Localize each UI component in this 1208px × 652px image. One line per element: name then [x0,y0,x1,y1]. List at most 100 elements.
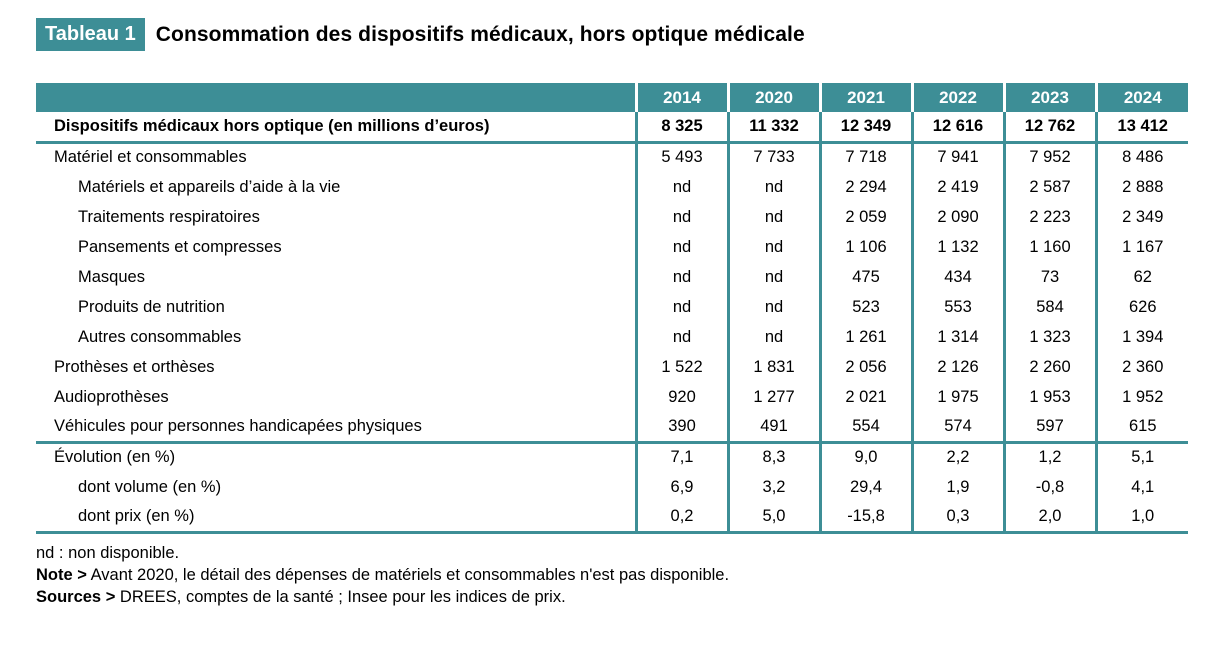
value-cell: 1 953 [1002,382,1096,412]
row-label: Prothèses et orthèses [54,357,215,376]
value-cell: nd [726,232,820,262]
row-label: Véhicules pour personnes handicapées phy… [36,412,636,444]
value-cell: 554 [818,412,912,444]
value-cell: 12 616 [910,112,1004,144]
value-cell: 574 [910,412,1004,444]
value-cell: 7 941 [910,142,1004,172]
value-cell: 7,1 [634,442,728,472]
table-row: Autres consommables nd nd 1 261 1 314 1 323 1 … [36,322,1188,352]
table-title: Consommation des dispositifs médicaux, h… [155,22,805,46]
value-cell: 7 733 [726,142,820,172]
value-cell: 29,4 [818,472,912,502]
value-cell: nd [726,292,820,322]
value-cell: 9,0 [818,442,912,472]
footnote: Sources > DREES, comptes de la santé ; I… [36,587,566,606]
year-column-header: 2020 [726,83,820,112]
value-cell: 2 260 [1002,352,1096,382]
value-cell: 2 021 [818,382,912,412]
footnotes: nd : non disponible. Note > Avant 2020, l… [36,542,1190,608]
value-cell: nd [634,232,728,262]
value-cell: 615 [1094,412,1188,444]
value-cell: 2,0 [1002,502,1096,534]
table-body: Dispositifs médicaux hors optique (en mi… [36,112,1188,534]
value-cell: 1 261 [818,322,912,352]
table-row: Traitements respiratoires nd nd 2 059 2 090 2… [36,202,1188,232]
row-label: dont prix (en %) [36,502,636,534]
value-cell: 62 [1094,262,1188,292]
value-cell: nd [726,322,820,352]
table-row: dont prix (en %) 0,2 5,0 -15,8 0,3 2,0 1,0 [36,502,1188,534]
value-cell: 1 952 [1094,382,1188,412]
value-cell: 3,2 [726,472,820,502]
year-header-row: 2014 2020 2021 2022 2023 2024 [36,83,1188,112]
value-cell: 6,9 [634,472,728,502]
value-cell: 523 [818,292,912,322]
footnote-prefix: Note > [36,565,87,584]
table-row: Audioprothèses 920 1 277 2 021 1 975 1 953 1 9… [36,382,1188,412]
table-row: Produits de nutrition nd nd 523 553 584 626 [36,292,1188,322]
value-cell: 434 [910,262,1004,292]
value-cell: nd [634,262,728,292]
value-cell: 2 126 [910,352,1004,382]
value-cell: 2,2 [910,442,1004,472]
value-cell: 626 [1094,292,1188,322]
table-row: Prothèses et orthèses 1 522 1 831 2 056 2 12… [36,352,1188,382]
value-cell: 2 090 [910,202,1004,232]
value-cell: 1,9 [910,472,1004,502]
value-cell: 1 106 [818,232,912,262]
value-cell: 1,2 [1002,442,1096,472]
value-cell: -0,8 [1002,472,1096,502]
value-cell: 491 [726,412,820,444]
value-cell: nd [634,292,728,322]
table-row: Dispositifs médicaux hors optique (en mi… [36,112,1188,144]
value-cell: -15,8 [818,502,912,534]
row-label: Masques [78,267,145,286]
table-row: Masques nd nd 475 434 73 62 [36,262,1188,292]
row-label: Pansements et compresses [78,237,282,256]
year-column-header: 2014 [634,83,728,112]
footnote: Note > Avant 2020, le détail des dépense… [36,565,730,584]
value-cell: 390 [634,412,728,444]
value-cell: 12 349 [818,112,912,144]
value-cell: 597 [1002,412,1096,444]
value-cell: 2 223 [1002,202,1096,232]
value-cell: 13 412 [1094,112,1188,144]
value-cell: 12 762 [1002,112,1096,144]
table-row: Évolution (en %) 7,1 8,3 9,0 2,2 1,2 5,1 [36,442,1188,472]
value-cell: 2 888 [1094,172,1188,202]
value-cell: 73 [1002,262,1096,292]
value-cell: nd [634,202,728,232]
row-label: Produits de nutrition [78,297,225,316]
value-cell: 1 277 [726,382,820,412]
value-cell: 2 587 [1002,172,1096,202]
value-cell: 8 486 [1094,142,1188,172]
value-cell: 920 [634,382,728,412]
value-cell: 7 718 [818,142,912,172]
row-label: Audioprothèses [54,387,169,406]
value-cell: nd [726,262,820,292]
value-cell: 475 [818,262,912,292]
table-row: Pansements et compresses nd nd 1 106 1 132 1 … [36,232,1188,262]
row-label: Matériel et consommables [54,148,247,167]
value-cell: 5,1 [1094,442,1188,472]
value-cell: 2 294 [818,172,912,202]
value-cell: nd [726,172,820,202]
data-table: 2014 2020 2021 2022 2023 2024 Dispositifs méd… [36,83,1188,534]
year-column-header: 2021 [818,83,912,112]
year-column-header: 2022 [910,83,1004,112]
value-cell: 1 323 [1002,322,1096,352]
year-column-header: 2023 [1002,83,1096,112]
value-cell: 5 493 [634,142,728,172]
value-cell: 584 [1002,292,1096,322]
value-cell: 1 394 [1094,322,1188,352]
value-cell: 2 056 [818,352,912,382]
table-row: Matériels et appareils d’aide à la vie nd… [36,172,1188,202]
table-number-badge: Tableau 1 [36,18,145,51]
value-cell: 1 132 [910,232,1004,262]
value-cell: 1 160 [1002,232,1096,262]
value-cell: 1 167 [1094,232,1188,262]
value-cell: nd [634,322,728,352]
value-cell: 5,0 [726,502,820,534]
value-cell: 1 522 [634,352,728,382]
value-cell: 1,0 [1094,502,1188,534]
